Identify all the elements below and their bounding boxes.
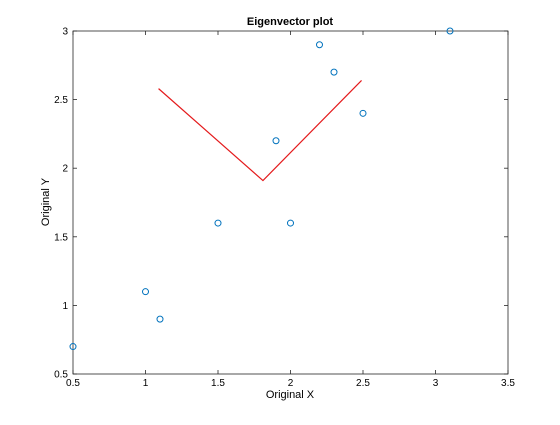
x-tick-label: 1.5 [211,378,225,389]
y-ticks: 0.5 1 1.5 2 2.5 3 [54,27,508,381]
y-tick-label: 0.5 [54,370,68,381]
scatter-point [446,27,454,35]
x-tick-label: 2 [288,378,294,389]
y-tick-label: 2.5 [54,95,68,106]
chart-title: Eigenvector plot [247,16,334,28]
x-ticks: 0.5 1 1.5 2 2.5 3 3.5 [66,31,515,389]
axes [72,30,509,375]
scatter-point [69,343,77,351]
x-tick-label: 3 [433,378,439,389]
eigenvector-line [158,79,362,182]
x-tick-label: 3.5 [501,378,515,389]
scatter-point [316,41,323,49]
plot-series [69,27,454,351]
scatter-point [330,68,338,76]
x-tick-label: 1 [143,378,149,389]
plot-area-border [72,30,509,375]
x-axis-label: Original X [266,389,315,401]
y-tick-label: 1.5 [54,232,68,243]
scatter-point [156,315,164,323]
x-tick-label: 2.5 [356,378,370,389]
y-tick-label: 1 [62,301,68,312]
y-axis-label: Original Y [40,177,52,226]
scatter-point [287,219,294,227]
scatter-point [142,288,149,296]
x-tick-label: 0.5 [66,378,80,389]
scatter-point [359,109,367,117]
scatter-point [272,137,280,145]
y-tick-label: 3 [62,27,68,38]
y-tick-label: 2 [62,164,68,175]
scatter-point [214,219,222,227]
